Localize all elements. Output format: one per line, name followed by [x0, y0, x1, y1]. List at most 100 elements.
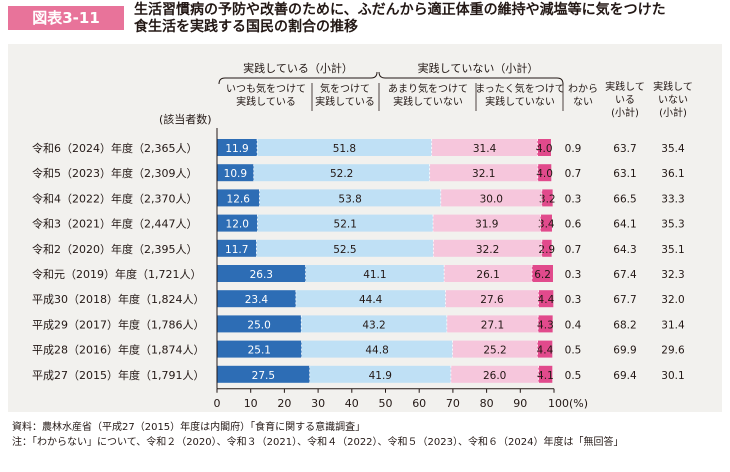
bar-segment [217, 239, 257, 257]
bar-segment [217, 139, 258, 156]
bar-value-label: 23.4 [245, 294, 269, 306]
bar-value-label: 6.2 [534, 269, 551, 281]
bar-value-label: 4.4 [537, 345, 554, 357]
figure-badge: 図表3-11 [8, 6, 124, 30]
chart-panel: (該当者数) 実践している（小計） 実践していない（小計） いつも気をつけて 実践してい… [8, 44, 722, 412]
category-label: 令和2（2020）年度（2,395人） [32, 242, 197, 256]
bar-value-label: 43.2 [362, 319, 385, 331]
series-header-3-line0: まったく気をつけて [475, 82, 565, 95]
bar-value-label: 41.9 [369, 370, 392, 382]
bar-segment [217, 214, 258, 232]
bar-segment [538, 315, 553, 333]
series-header-4-line0: わから [568, 83, 598, 95]
bar-segment [538, 290, 554, 308]
subtotal-not-practicing: 30.1 [661, 370, 684, 382]
x-tick-label: 100(%) [548, 397, 588, 410]
subtotal-not-practicing: 35.1 [661, 244, 684, 256]
category-label: 令和6（2024）年度（2,365人） [32, 141, 197, 155]
x-tick-label: 20 [277, 397, 291, 410]
subtotal-practicing: 64.1 [613, 219, 636, 231]
bar-segment [445, 290, 539, 308]
figure-title-line1: 生活習慣病の予防や改善のために、ふだんから適正体重の維持や減塩等に気をつけた [134, 2, 666, 18]
subtotal-not-practicing: 36.1 [661, 168, 684, 180]
category-label: 令和4（2022）年度（2,370人） [32, 191, 197, 205]
bar-value-label: 44.8 [365, 345, 388, 357]
series-header-1-line1: 実践している [315, 95, 375, 108]
bar-value-label: 52.5 [333, 244, 356, 256]
bar-segment [433, 239, 542, 257]
bar-segment [253, 164, 430, 182]
bar-segment [259, 189, 441, 207]
bar-segment [538, 365, 553, 383]
bar-segment [532, 265, 553, 282]
unknown-value: 0.3 [565, 193, 582, 205]
bar-segment [433, 214, 541, 232]
bar-segment [450, 365, 539, 383]
bar-value-label: 44.4 [359, 294, 383, 306]
bar-value-label: 3.2 [539, 193, 556, 205]
bar-segment [541, 189, 553, 207]
x-tick-label: 40 [345, 397, 359, 410]
bar-segment [295, 290, 446, 308]
x-tick-label: 30 [311, 397, 325, 410]
bar-value-label: 12.6 [227, 193, 251, 205]
subtotal-not-practicing: 29.6 [661, 345, 685, 357]
subtotal-not-practicing: 32.3 [661, 269, 684, 281]
bar-value-label: 27.6 [480, 294, 504, 306]
subtotal-not-practicing: 33.3 [661, 193, 684, 205]
subtotal-practicing: 67.4 [613, 269, 637, 281]
na-note: 注：「わからない」について、令和２（2020）、令和３（2021）、令和４（20… [12, 437, 624, 448]
unknown-value: 0.9 [565, 143, 582, 155]
bar-value-label: 31.4 [473, 143, 497, 155]
bar-segment [537, 164, 552, 182]
bar-segment [301, 340, 453, 358]
bar-segment [540, 214, 552, 232]
category-label: 平成27（2015）年度（1,791人） [32, 368, 204, 382]
bracket-practicing [218, 71, 378, 85]
x-tick-label: 90 [513, 397, 527, 410]
figure-title-line2: 食生活を実践する国民の割合の推移 [134, 19, 358, 35]
bar-value-label: 2.9 [538, 244, 555, 256]
bar-value-label: 3.4 [538, 219, 555, 231]
series-header-0-line0: いつも気をつけて [226, 82, 306, 95]
subtotal-practicing: 68.2 [613, 319, 636, 331]
unknown-value: 0.7 [565, 244, 582, 256]
series-header-3-line1: 実践していない [485, 95, 555, 108]
bar-value-label: 53.8 [338, 193, 361, 205]
footnotes: 資料：農林水産省（平成27（2015）年度は内閣府）「食育に関する意識調査」 注… [12, 420, 623, 450]
series-header-1-line0: 気をつけて [320, 82, 370, 95]
bar-segment [217, 290, 296, 308]
bar-segment [217, 164, 254, 182]
bar-value-label: 51.8 [333, 143, 356, 155]
bar-segment [217, 189, 260, 207]
subtotal-practicing: 67.7 [613, 294, 636, 306]
bar-value-label: 27.1 [481, 319, 504, 331]
x-tick-label: 70 [446, 397, 460, 410]
subtotal-not-practicing: 32.0 [661, 294, 684, 306]
unknown-value: 0.4 [565, 319, 582, 331]
subtotal-practicing: 69.4 [613, 370, 637, 382]
bar-value-label: 4.1 [537, 370, 554, 382]
bar-value-label: 52.1 [334, 219, 357, 231]
bar-value-label: 4.4 [538, 294, 555, 306]
x-tick-label: 60 [412, 397, 426, 410]
bar-segment [537, 340, 553, 358]
bar-segment [440, 189, 542, 207]
x-tick-label: 80 [480, 397, 494, 410]
bar-value-label: 4.0 [536, 143, 553, 155]
bar-value-label: 26.1 [476, 269, 499, 281]
bar-value-label: 4.0 [536, 168, 553, 180]
subtotal-practicing: 66.5 [613, 193, 636, 205]
unknown-value: 0.7 [565, 168, 582, 180]
subtotal-practicing: 64.3 [613, 244, 636, 256]
subtotal-not-practicing: 31.4 [661, 319, 685, 331]
unknown-value: 0.6 [565, 219, 582, 231]
n-header: (該当者数) [159, 112, 212, 126]
bar-segment [217, 265, 306, 282]
subtotal-header-1-line0: 実践して [653, 80, 693, 93]
category-label: 令和3（2021）年度（2,447人） [32, 217, 197, 231]
bar-segment [537, 139, 551, 156]
bar-segment [217, 340, 302, 358]
bar-value-label: 31.9 [475, 219, 498, 231]
bar-value-label: 25.0 [247, 319, 270, 331]
